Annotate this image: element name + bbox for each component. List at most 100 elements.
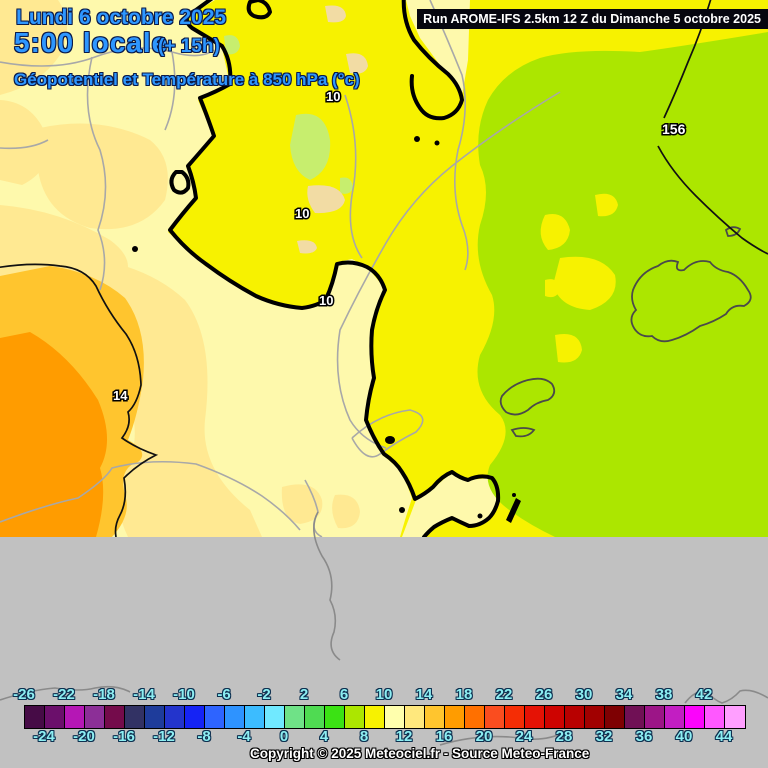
scale-cell [505,706,525,728]
geopotential-156-contour-lower [657,145,768,255]
scale-cell [425,706,445,728]
black-dots [132,136,521,523]
scale-tick-label: -14 [133,686,155,703]
scale-cell [405,706,425,728]
scale-cell [325,706,345,728]
scale-tick-label: -24 [33,728,55,745]
scale-cell [265,706,285,728]
scale-tick-label: 22 [495,686,513,703]
scale-cell [125,706,145,728]
forecast-offset-label: (+ 15h) [158,36,220,57]
scale-cell [185,706,205,728]
scale-tick-label: 16 [435,728,453,745]
scale-tick-label: 14 [415,686,433,703]
temp-region-yellow-patches-east [540,193,618,363]
scale-cell [605,706,625,728]
scale-tick-label: -12 [153,728,175,745]
scale-cell [385,706,405,728]
gray-zone-coastlines [0,511,768,746]
scale-tick-label: -20 [73,728,95,745]
scale-cell [685,706,705,728]
temp-region-orange-core [0,332,108,537]
scale-cell [85,706,105,728]
scale-tick-label: 32 [595,728,613,745]
scale-tick-label: 34 [615,686,633,703]
scale-cell [45,706,65,728]
scale-cell [445,706,465,728]
scale-cell [305,706,325,728]
scale-tick-label: -4 [237,728,251,745]
scale-cell [705,706,725,728]
formentera-coastline [510,427,536,438]
scale-tick-label: 2 [299,686,309,703]
scale-cell [565,706,585,728]
mallorca-coastline [630,259,752,343]
map-area: 10 10 10 14 156 [0,0,768,537]
temperature-color-scale [24,705,746,729]
scale-cell [485,706,505,728]
scale-cell [105,706,125,728]
scale-tick-label: -6 [217,686,231,703]
date-label: Lundi 6 octobre 2025 [16,6,227,29]
scale-tick-label: -10 [173,686,195,703]
scale-tick-label: 24 [515,728,533,745]
scale-cell [245,706,265,728]
isotherm-label-10-low: 10 [319,293,333,308]
isotherm-14-contour [0,263,159,537]
scale-tick-label: 42 [695,686,713,703]
map-parameter-title: Géopotentiel et Température à 850 hPa (°… [14,70,360,89]
scale-tick-label: 18 [455,686,473,703]
scale-tick-label: -16 [113,728,135,745]
scale-cell [465,706,485,728]
scale-cell [65,706,85,728]
scale-cell [525,706,545,728]
scale-cell [545,706,565,728]
local-time-label: 5:00 locale [14,27,169,58]
scale-tick-label: 36 [635,728,653,745]
scale-tick-label: -22 [53,686,75,703]
scale-tick-label: 10 [375,686,393,703]
scale-cell [365,706,385,728]
scale-cell [225,706,245,728]
scale-cell [645,706,665,728]
isotherm-10-contour [168,0,501,537]
scale-tick-label: 0 [279,728,289,745]
scale-tick-label: 8 [359,728,369,745]
scale-tick-label: 28 [555,728,573,745]
scale-tick-label: -18 [93,686,115,703]
scale-tick-label: 4 [319,728,329,745]
temp-region-green-patches [224,35,353,194]
scale-cell [285,706,305,728]
no-data-gray-zone [0,537,768,768]
scale-tick-label: -2 [257,686,271,703]
scale-cell [625,706,645,728]
scale-tick-label: 38 [655,686,673,703]
border-lines-gray [0,0,561,537]
copyright-text: Copyright © 2025 Meteociel.fr - Source M… [250,746,590,761]
scale-tick-label: 30 [575,686,593,703]
scale-tick-label: 12 [395,728,413,745]
isotherm-label-10-top: 10 [326,89,340,104]
isotherm-label-14: 14 [113,388,128,403]
scale-tick-label: -8 [197,728,211,745]
scale-tick-label: 40 [675,728,693,745]
temp-region-pale-pocket-bottom [402,472,499,537]
scale-cell [585,706,605,728]
scale-tick-label: 20 [475,728,493,745]
scale-tick-label: 26 [535,686,553,703]
scale-cell [145,706,165,728]
scale-cell [25,706,45,728]
scale-tick-label: 6 [339,686,349,703]
scale-cell [725,706,745,728]
scale-cell [205,706,225,728]
temp-region-chartreuse-east [477,32,768,537]
scale-cell [165,706,185,728]
model-run-info-bar: Run AROME-IFS 2.5km 12 Z du Dimanche 5 o… [417,9,768,29]
scale-tick-label: 44 [715,728,733,745]
scale-cell [665,706,685,728]
scale-tick-label: -26 [13,686,35,703]
ibiza-coastline [499,377,556,416]
isotherm-label-10-mid: 10 [295,206,309,221]
